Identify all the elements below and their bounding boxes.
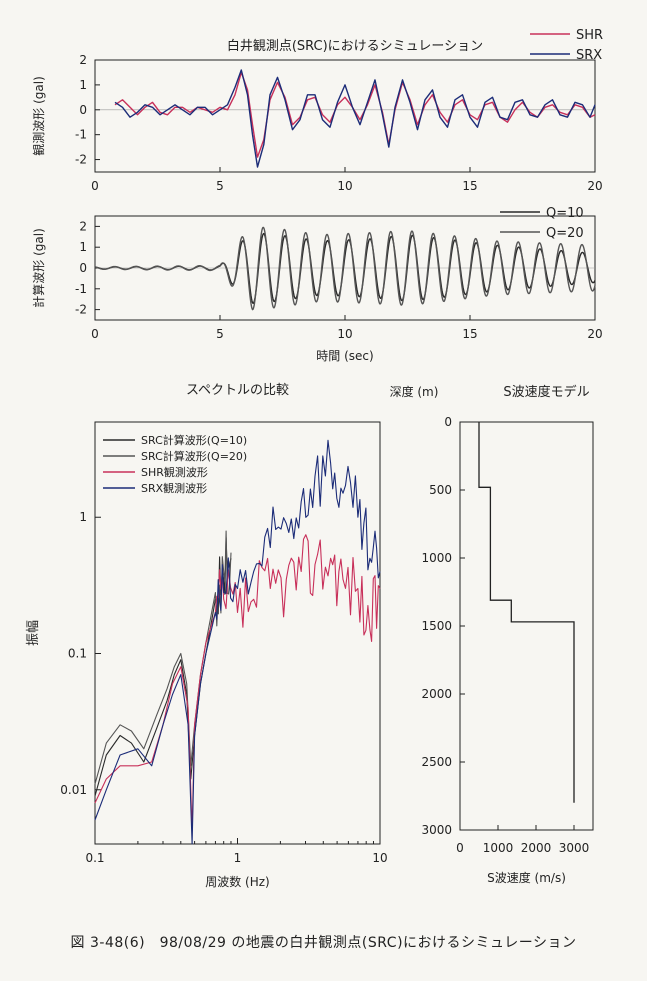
computed-xtick-label: 20 <box>587 327 602 341</box>
velocity-ytick-label: 3000 <box>421 823 452 837</box>
computed-xlabel: 時間 (sec) <box>316 349 373 363</box>
computed-ylabel: 計算波形 (gal) <box>31 228 46 307</box>
velocity-ytick-label: 1500 <box>421 619 452 633</box>
spectrum-series-2 <box>94 534 381 832</box>
observed-title: 白井観測点(SRC)におけるシミュレーション <box>227 38 483 54</box>
observed-ytick-label: 1 <box>79 78 87 92</box>
velocity-xtick-label: 0 <box>456 841 464 855</box>
computed-ytick-label: -1 <box>75 282 87 296</box>
velocity-xtick-label: 2000 <box>521 841 552 855</box>
figure-caption: 図 3-48(6) 98/08/29 の地震の白井観測点(SRC)におけるシミュ… <box>70 935 577 951</box>
observed-xtick-label: 20 <box>587 179 602 193</box>
spectrum-series-1 <box>94 530 232 785</box>
spectrum-ylabel: 振幅 <box>26 620 41 646</box>
velocity-xtick-label: 3000 <box>559 841 590 855</box>
velocity-xtick-label: 1000 <box>483 841 514 855</box>
spectrum-ytick-label: 0.01 <box>60 783 87 797</box>
velocity-ytick-label: 0 <box>444 415 452 429</box>
observed-ytick-label: -1 <box>75 128 87 142</box>
computed-xtick-label: 0 <box>91 327 99 341</box>
computed-xtick-label: 5 <box>216 327 224 341</box>
spectrum-series-0 <box>94 537 232 797</box>
spectrum-ytick-label: 0.1 <box>68 647 87 661</box>
velocity-profile-line <box>478 422 575 803</box>
spectrum-legend-label: SRX観測波形 <box>141 481 207 495</box>
spectrum-xtick-label: 0.1 <box>85 851 104 865</box>
computed-legend-label: Q=20 <box>546 226 584 241</box>
velocity-ylabel: 深度 (m) <box>390 384 439 399</box>
spectrum-legend-label: SHR観測波形 <box>141 465 208 479</box>
computed-ytick-label: 1 <box>79 240 87 254</box>
observed-xtick-label: 5 <box>216 179 224 193</box>
observed-ytick-label: 2 <box>79 53 87 67</box>
observed-xtick-label: 0 <box>91 179 99 193</box>
spectrum-ytick-label: 1 <box>79 510 87 524</box>
observed-legend-label: SHR <box>576 28 603 43</box>
velocity-ytick-label: 2500 <box>421 755 452 769</box>
velocity-ytick-label: 2000 <box>421 687 452 701</box>
observed-ytick-label: -2 <box>75 153 87 167</box>
observed-frame <box>94 59 596 173</box>
velocity-ytick-label: 1000 <box>421 551 452 565</box>
spectrum-title: スペクトルの比較 <box>186 383 289 398</box>
spectrum-xtick-label: 10 <box>372 851 387 865</box>
spectrum-frame <box>94 421 381 845</box>
computed-series-1 <box>94 226 596 311</box>
computed-ytick-label: 2 <box>79 219 87 233</box>
observed-legend-label: SRX <box>576 48 602 63</box>
observed-ylabel: 観測波形 (gal) <box>32 76 46 155</box>
observed-ytick-label: 0 <box>79 103 87 117</box>
spectrum-legend-label: SRC計算波形(Q=10) <box>141 433 247 447</box>
velocity-ytick-label: 500 <box>429 483 452 497</box>
observed-xtick-label: 15 <box>462 179 477 193</box>
observed-xtick-label: 10 <box>337 179 352 193</box>
computed-legend-label: Q=10 <box>546 206 584 221</box>
computed-ytick-label: -2 <box>75 303 87 317</box>
velocity-frame <box>459 421 594 831</box>
velocity-xlabel: S波速度 (m/s) <box>487 870 566 885</box>
observed-series-1 <box>114 69 596 168</box>
spectrum-xtick-label: 1 <box>234 851 242 865</box>
computed-xtick-label: 10 <box>337 327 352 341</box>
velocity-title: S波速度モデル <box>503 384 589 400</box>
computed-xtick-label: 15 <box>462 327 477 341</box>
spectrum-legend-label: SRC計算波形(Q=20) <box>141 449 247 463</box>
computed-ytick-label: 0 <box>79 261 87 275</box>
spectrum-xlabel: 周波数 (Hz) <box>205 874 270 889</box>
spectrum-series-3 <box>94 439 381 845</box>
